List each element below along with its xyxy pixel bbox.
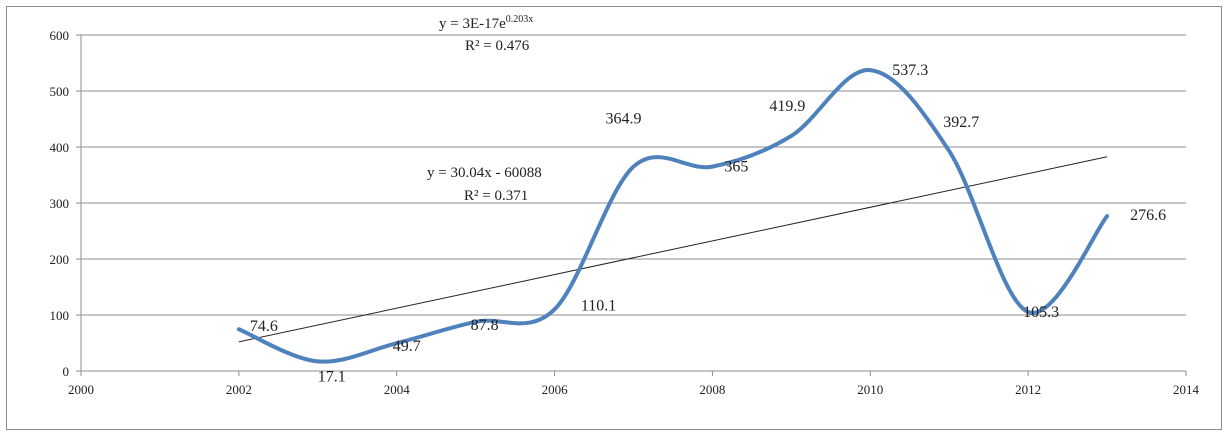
data-label-2010: 537.3 — [892, 62, 928, 79]
x-tick-label-2008: 2008 — [699, 382, 725, 397]
y-tick-label-600: 600 — [50, 28, 70, 43]
x-tick-label-2004: 2004 — [384, 382, 411, 397]
data-label-2004: 49.7 — [393, 338, 421, 355]
linear-r2: R² = 0.371 — [464, 188, 528, 204]
y-tick-label-200: 200 — [50, 252, 70, 267]
linear-equation: y = 30.04x - 60088 — [427, 165, 542, 181]
data-label-2007: 364.9 — [606, 111, 642, 128]
data-label-2008: 365 — [724, 159, 748, 176]
exponential-equation: y = 3E-17e0.203x — [439, 14, 533, 32]
data-label-2009: 419.9 — [769, 98, 805, 115]
y-axis-ticks: 0 100 200 300 400 500 600 — [50, 28, 82, 379]
x-tick-label-2006: 2006 — [542, 382, 569, 397]
line-chart: 0 100 200 300 400 500 600 2000 2002 2004 2006 2008… — [7, 7, 1223, 431]
exponential-r2: R² = 0.476 — [465, 38, 530, 54]
x-axis-ticks: 2000 2002 2004 2006 2008 2010 2012 2014 — [68, 371, 1200, 397]
chart-frame: 0 100 200 300 400 500 600 2000 2002 2004 2006 2008… — [6, 6, 1222, 430]
x-tick-label-2000: 2000 — [68, 382, 94, 397]
y-tick-label-300: 300 — [50, 196, 70, 211]
data-label-2012: 105.3 — [1023, 304, 1059, 321]
data-label-2006: 110.1 — [581, 297, 616, 314]
data-labels: 74.6 17.1 49.7 87.8 110.1 364.9 365 419.9 537.3 3… — [250, 62, 1166, 385]
y-tick-label-100: 100 — [50, 308, 70, 323]
data-label-2002: 74.6 — [250, 318, 278, 335]
data-label-2003: 17.1 — [318, 368, 346, 385]
data-label-2005: 87.8 — [471, 317, 499, 334]
y-tick-label-500: 500 — [50, 84, 70, 99]
y-tick-label-400: 400 — [50, 140, 70, 155]
trendlines — [239, 157, 1107, 342]
x-tick-label-2012: 2012 — [1015, 382, 1041, 397]
data-label-2011: 392.7 — [943, 114, 979, 131]
x-tick-label-2010: 2010 — [857, 382, 883, 397]
linear-trendline — [239, 157, 1107, 342]
data-label-2013: 276.6 — [1130, 207, 1166, 224]
x-tick-label-2014: 2014 — [1173, 382, 1200, 397]
y-tick-label-0: 0 — [63, 364, 70, 379]
x-tick-label-2002: 2002 — [226, 382, 252, 397]
